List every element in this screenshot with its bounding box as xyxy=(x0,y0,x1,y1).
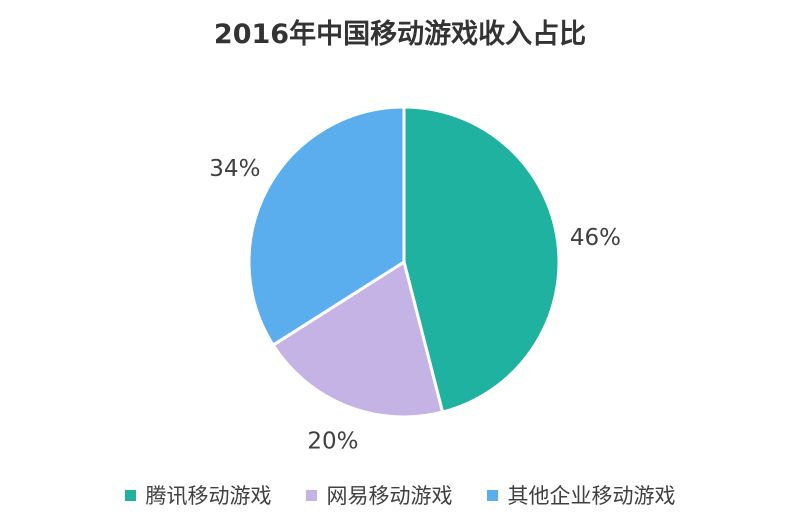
pie-slices xyxy=(247,105,561,419)
legend-swatch-others xyxy=(486,489,498,501)
legend-item-others: 其他企业移动游戏 xyxy=(486,480,676,510)
legend-label-netease: 网易移动游戏 xyxy=(326,484,453,508)
pie-data-labels: 46% 20% 34% xyxy=(209,156,621,454)
legend-label-others: 其他企业移动游戏 xyxy=(507,484,676,508)
data-label-tencent: 46% xyxy=(570,225,621,251)
legend-swatch-tencent xyxy=(124,489,136,501)
pie-slice-netease xyxy=(271,260,445,419)
pie-slice-tencent xyxy=(402,105,561,414)
legend-swatch-netease xyxy=(305,489,317,501)
legend: 腾讯移动游戏 网易移动游戏 其他企业移动游戏 xyxy=(0,480,800,510)
legend-item-netease: 网易移动游戏 xyxy=(305,480,453,510)
chart-title: 2016年中国移动游戏收入占比 xyxy=(213,19,587,50)
data-label-others: 34% xyxy=(209,156,260,182)
pie-slice-others xyxy=(247,105,406,347)
data-label-netease: 20% xyxy=(307,428,358,454)
legend-label-tencent: 腾讯移动游戏 xyxy=(145,484,272,508)
legend-item-tencent: 腾讯移动游戏 xyxy=(124,480,272,510)
